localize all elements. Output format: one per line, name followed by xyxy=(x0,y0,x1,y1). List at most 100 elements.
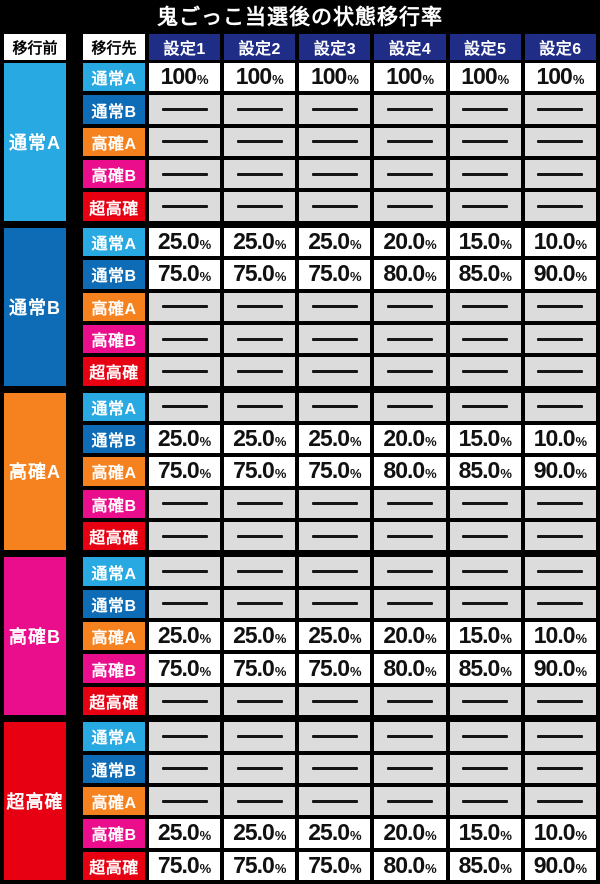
dash-icon xyxy=(387,799,434,803)
rate-cell xyxy=(149,786,221,816)
dash-icon xyxy=(537,369,584,373)
rate-value: 75.0% xyxy=(158,656,211,681)
percent-sign: % xyxy=(500,860,512,876)
dash-icon xyxy=(311,602,358,606)
rate-cell: 25.0% xyxy=(149,819,221,848)
rate-number: 75.0 xyxy=(308,654,350,681)
rate-cell: 10.0% xyxy=(524,227,596,257)
rate-number: 25.0 xyxy=(308,819,350,846)
dash-icon xyxy=(236,205,283,209)
dash-icon xyxy=(387,534,434,538)
column-header-setting: 設定5 xyxy=(449,34,521,60)
rate-number: 90.0 xyxy=(533,851,576,878)
rate-cell xyxy=(224,722,296,751)
percent-sign: % xyxy=(425,466,437,482)
rate-cell xyxy=(374,160,446,189)
rate-number: 25.0 xyxy=(308,622,350,649)
rate-number: 75.0 xyxy=(233,457,275,484)
dash-icon xyxy=(537,767,584,771)
dash-icon xyxy=(387,734,434,738)
rate-cell xyxy=(524,192,596,221)
rate-cell xyxy=(449,357,521,386)
dash-icon xyxy=(387,699,434,703)
percent-sign: % xyxy=(196,72,209,88)
rate-number: 90.0 xyxy=(533,654,576,681)
rate-cell: 25.0% xyxy=(299,622,371,651)
rate-cell xyxy=(299,754,371,783)
dash-icon xyxy=(387,405,434,409)
rate-cell xyxy=(524,292,596,321)
transition-group: 超高確 通常A 通常B 高確A 高確B 25.0% 25.0% 25.0% 20.0% 15.0%… xyxy=(4,722,596,880)
rate-cell xyxy=(299,557,371,586)
rate-number: 100 xyxy=(461,63,497,90)
rate-number: 90.0 xyxy=(533,260,576,287)
rate-cell xyxy=(524,754,596,783)
rate-cell: 85.0% xyxy=(449,260,521,289)
dash-icon xyxy=(462,602,509,606)
rate-number: 75.0 xyxy=(157,457,200,484)
rate-value: 75.0% xyxy=(308,262,361,286)
rate-number: 25.0 xyxy=(233,819,275,846)
rate-value: 90.0% xyxy=(534,459,587,483)
rate-cell xyxy=(224,292,296,321)
rate-cell xyxy=(449,160,521,189)
dash-icon xyxy=(387,172,434,176)
dash-icon xyxy=(537,405,584,409)
dash-icon xyxy=(462,369,509,373)
rate-value: 15.0% xyxy=(459,624,512,648)
dash-icon xyxy=(537,205,584,209)
rate-value: 75.0% xyxy=(158,459,211,483)
rate-cell xyxy=(149,192,221,221)
percent-sign: % xyxy=(500,466,512,482)
rate-value: 85.0% xyxy=(459,853,512,878)
percent-sign: % xyxy=(350,236,362,252)
rate-cell xyxy=(299,95,371,124)
rate-number: 10.0 xyxy=(533,622,576,649)
dash-icon xyxy=(537,305,584,309)
to-state-cell: 高確B xyxy=(83,654,145,683)
dash-icon xyxy=(311,799,358,803)
rate-value: 10.0% xyxy=(534,427,587,451)
dash-icon xyxy=(311,699,358,703)
dash-icon xyxy=(311,305,358,309)
rate-cell xyxy=(449,489,521,519)
column-header-before: 移行前 xyxy=(4,34,66,60)
percent-sign: % xyxy=(350,466,362,482)
rate-cell xyxy=(524,522,596,551)
rate-number: 25.0 xyxy=(157,622,200,649)
to-state-cell: 超高確 xyxy=(83,357,145,386)
transition-group: 高確A 通常A 通常B 25.0% 25.0% 25.0% 20.0% 15.0% 10.0% 高… xyxy=(4,392,596,551)
dash-icon xyxy=(387,767,434,771)
dash-icon xyxy=(537,337,584,341)
rate-value: 75.0% xyxy=(308,459,361,483)
rate-cell: 20.0% xyxy=(374,424,446,454)
dash-icon xyxy=(537,502,584,506)
dash-icon xyxy=(236,534,283,538)
rate-cell xyxy=(449,192,521,221)
percent-sign: % xyxy=(274,466,287,482)
rate-cell: 10.0% xyxy=(524,819,596,848)
rate-value: 80.0% xyxy=(383,853,436,878)
percent-sign: % xyxy=(274,269,287,285)
dash-icon xyxy=(161,140,208,144)
from-state-cell: 通常B xyxy=(4,227,66,386)
rate-number: 75.0 xyxy=(308,457,350,484)
to-state-cell: 通常B xyxy=(83,754,145,783)
percent-sign: % xyxy=(274,828,287,844)
rate-cell: 25.0% xyxy=(224,622,296,651)
dash-icon xyxy=(311,108,358,112)
percent-sign: % xyxy=(199,269,212,285)
to-state-cell: 高確B xyxy=(83,489,145,519)
percent-sign: % xyxy=(500,631,512,647)
rate-number: 85.0 xyxy=(458,260,501,287)
rate-cell: 75.0% xyxy=(299,851,371,880)
dash-icon xyxy=(161,172,208,176)
dash-icon xyxy=(387,337,434,341)
dash-icon xyxy=(311,767,358,771)
dash-icon xyxy=(236,337,283,341)
dash-icon xyxy=(462,337,509,341)
rate-cell xyxy=(524,489,596,519)
rate-cell: 10.0% xyxy=(524,424,596,454)
dash-icon xyxy=(462,767,509,771)
dash-icon xyxy=(462,172,509,176)
